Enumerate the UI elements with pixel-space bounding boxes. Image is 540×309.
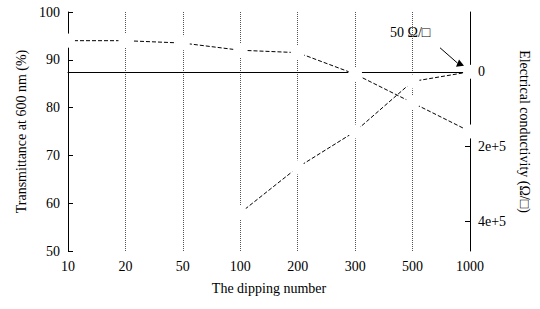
svg-text:90: 90 (46, 52, 60, 67)
svg-text:200: 200 (287, 259, 308, 274)
svg-text:10: 10 (61, 259, 75, 274)
svg-text:80: 80 (46, 100, 60, 115)
svg-text:300: 300 (345, 259, 366, 274)
svg-text:100: 100 (230, 259, 251, 274)
svg-text:The dipping number: The dipping number (212, 281, 327, 296)
svg-text:2e+5: 2e+5 (478, 139, 506, 154)
svg-text:4e+5: 4e+5 (478, 214, 506, 229)
svg-text:Transmittance at 600 nm (%): Transmittance at 600 nm (%) (14, 49, 30, 213)
svg-text:70: 70 (46, 148, 60, 163)
svg-text:500: 500 (402, 259, 423, 274)
svg-text:100: 100 (39, 5, 60, 20)
svg-text:20: 20 (118, 259, 132, 274)
svg-text:50: 50 (176, 259, 190, 274)
svg-text:0: 0 (478, 64, 485, 79)
svg-text:50 Ω/□: 50 Ω/□ (390, 25, 431, 40)
svg-text:60: 60 (46, 196, 60, 211)
svg-text:50: 50 (46, 244, 60, 259)
svg-text:1000: 1000 (456, 259, 484, 274)
svg-text:Electrical conductivity (Ω/□): Electrical conductivity (Ω/□) (516, 50, 532, 213)
